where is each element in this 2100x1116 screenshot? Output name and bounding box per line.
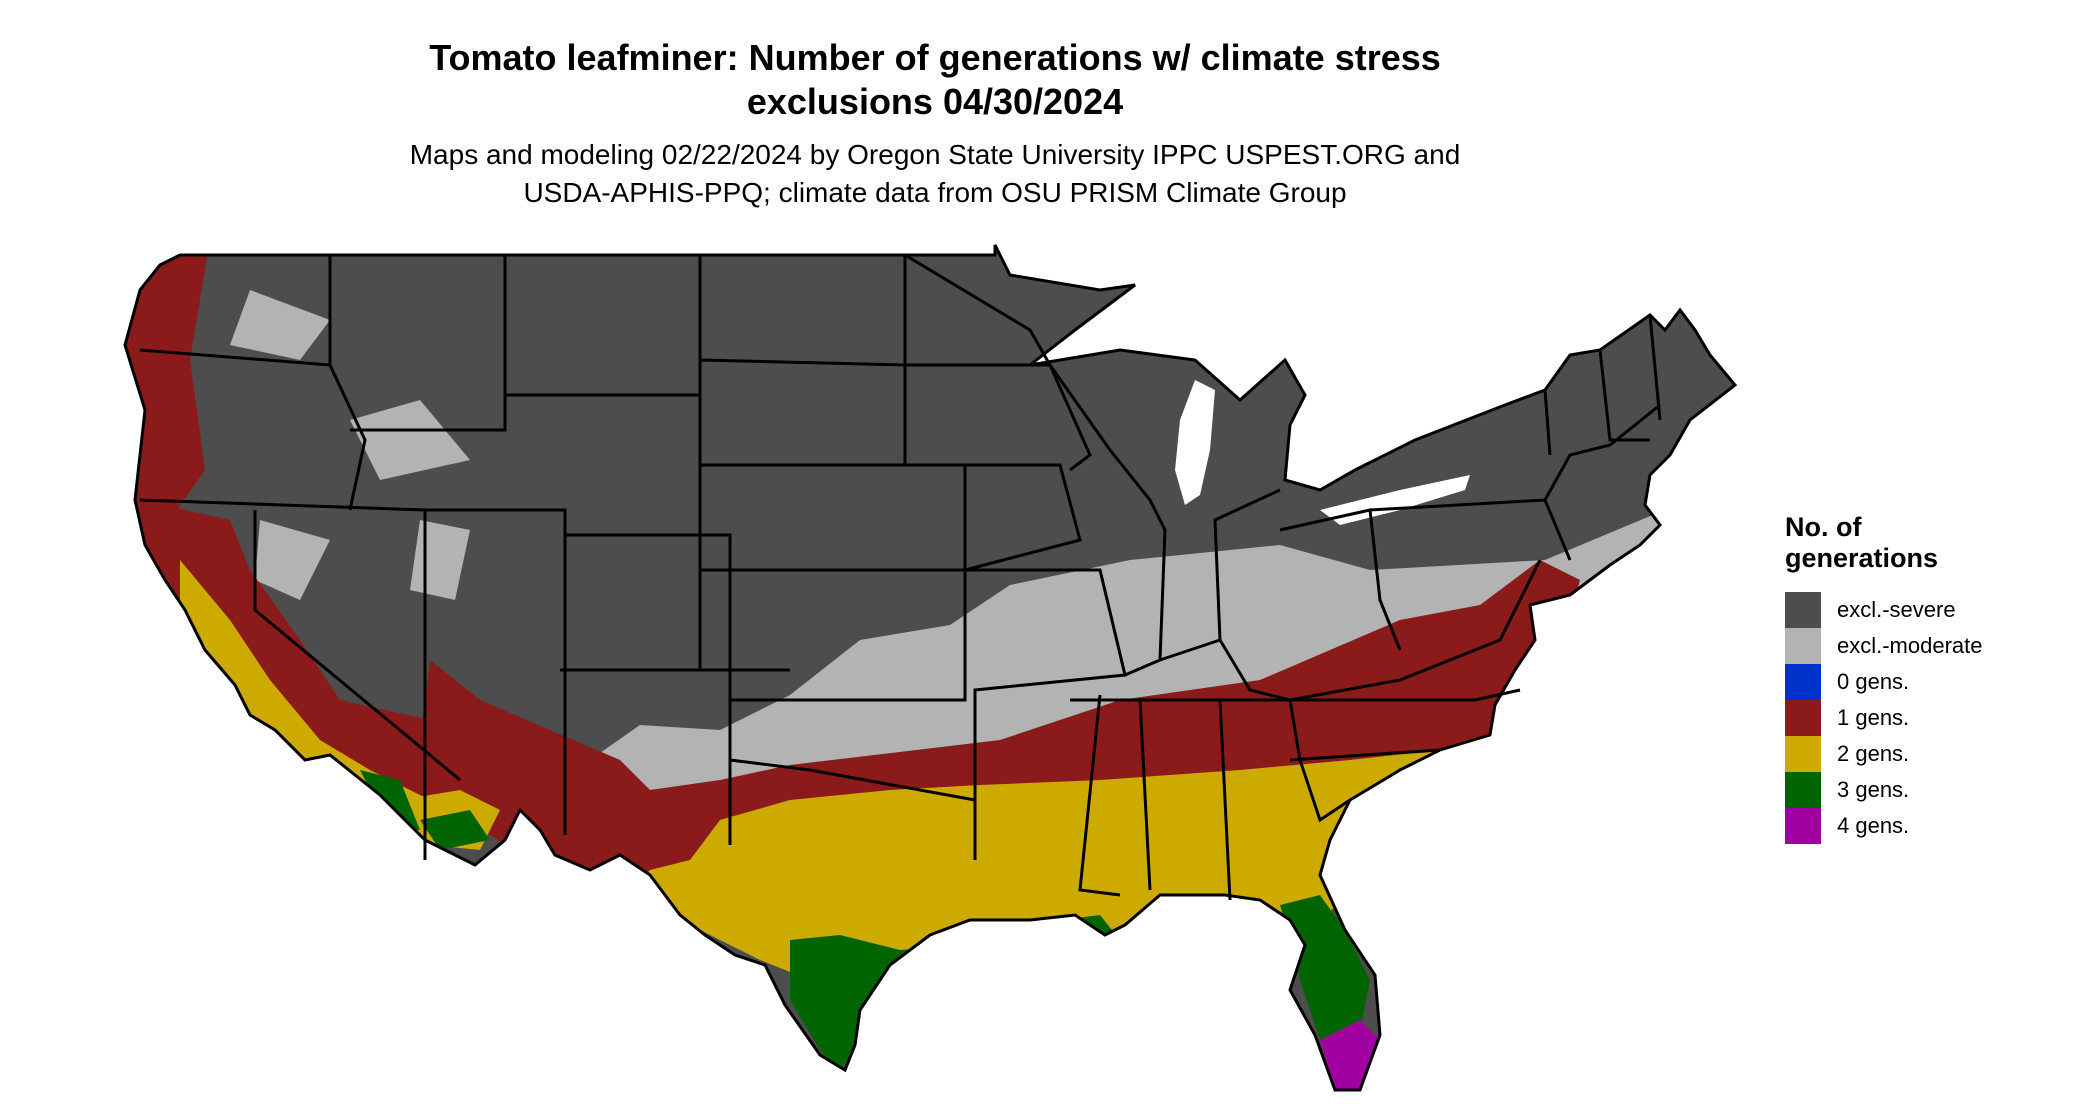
legend-swatch-3-gens (1785, 772, 1821, 808)
legend-item-0-gens: 0 gens. (1785, 664, 1983, 700)
map-title-line-2: exclusions 04/30/2024 (746, 81, 1124, 122)
map-legend: No. of generations excl.-severe excl.-mo… (1785, 512, 1983, 844)
zone-3-gens-arizona (420, 810, 490, 850)
legend-label-1-gens: 1 gens. (1837, 705, 1910, 730)
map-title-line-1: Tomato leafminer: Number of generations … (429, 37, 1441, 78)
legend-swatch-excl-severe (1785, 592, 1821, 628)
legend-item-excl-severe: excl.-severe (1785, 592, 1983, 628)
legend-label-4-gens: 4 gens. (1837, 813, 1910, 838)
legend-swatch-excl-moderate (1785, 628, 1821, 664)
map-subtitle-line-2: USDA-APHIS-PPQ; climate data from OSU PR… (523, 177, 1347, 208)
lake-michigan (1175, 380, 1215, 505)
legend-swatch-0-gens (1785, 664, 1821, 700)
legend-swatch-2-gens (1785, 736, 1821, 772)
map-subtitle: Maps and modeling 02/22/2024 by Oregon S… (0, 136, 1870, 212)
state-borders (139, 253, 1662, 901)
legend-label-2-gens: 2 gens. (1837, 741, 1910, 766)
legend-item-3-gens: 3 gens. (1785, 772, 1983, 808)
legend-item-1-gens: 1 gens. (1785, 700, 1983, 736)
legend-title-line-1: No. of (1785, 512, 1862, 542)
zone-3-gens-florida (1280, 895, 1370, 1040)
zone-excl-moderate-west-3 (255, 520, 330, 600)
zone-excl-moderate-west-1 (230, 290, 330, 360)
legend-item-excl-moderate: excl.-moderate (1785, 628, 1983, 664)
border-lines (139, 253, 1662, 901)
zone-2-gens-south (640, 735, 1495, 1000)
legend-swatch-4-gens (1785, 808, 1821, 844)
legend-label-0-gens: 0 gens. (1837, 669, 1910, 694)
legend-title-line-2: generations (1785, 543, 1939, 573)
legend-title: No. of generations (1785, 512, 1983, 574)
generation-zones (125, 245, 1735, 1090)
legend-item-2-gens: 2 gens. (1785, 736, 1983, 772)
legend-label-excl-moderate: excl.-moderate (1837, 633, 1983, 658)
legend-item-4-gens: 4 gens. (1785, 808, 1983, 844)
legend-swatch-1-gens (1785, 700, 1821, 736)
legend-label-3-gens: 3 gens. (1837, 777, 1910, 802)
legend-label-excl-severe: excl.-severe (1837, 597, 1956, 622)
map-title: Tomato leafminer: Number of generations … (0, 36, 1870, 124)
zone-excl-moderate-west-2 (350, 400, 470, 480)
map-subtitle-line-1: Maps and modeling 02/22/2024 by Oregon S… (409, 139, 1461, 170)
zone-3-gens-california (360, 770, 420, 830)
